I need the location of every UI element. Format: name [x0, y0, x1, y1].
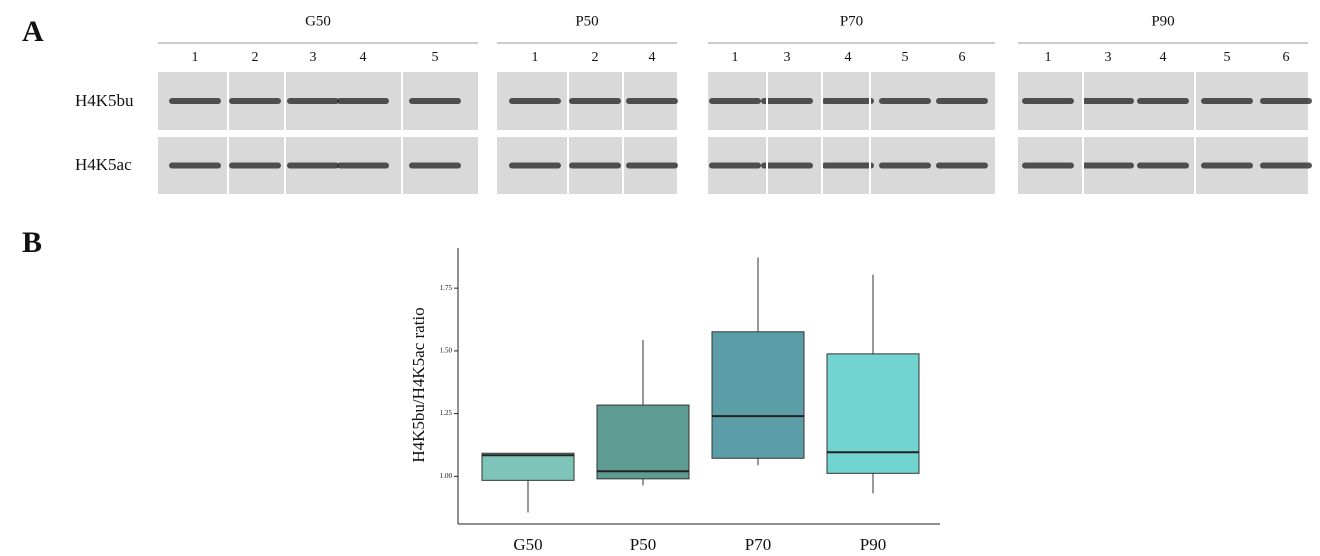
band [229, 98, 281, 104]
box [596, 404, 690, 480]
band [287, 98, 339, 104]
y-tick-label: 1.75 [440, 284, 453, 292]
band [1201, 98, 1253, 104]
band [1022, 98, 1074, 104]
band [229, 162, 281, 169]
band [509, 162, 561, 169]
y-axis-title: H4K5bu/H4K5ac ratio [409, 307, 428, 462]
lane-label: 5 [902, 50, 909, 65]
box [711, 331, 805, 459]
band [626, 98, 678, 104]
lane-label: 5 [432, 50, 439, 65]
box [826, 353, 920, 474]
lane-label: 6 [959, 50, 966, 65]
band [1260, 98, 1312, 104]
group-label: P70 [840, 13, 863, 29]
lane-label: 4 [845, 50, 852, 65]
lane-label: 4 [1160, 50, 1167, 65]
x-tick-label: P50 [630, 535, 656, 554]
lane-label: 1 [1045, 50, 1052, 65]
band [1260, 162, 1312, 169]
band [936, 162, 988, 169]
band [287, 162, 339, 169]
x-tick-label: P70 [745, 535, 771, 554]
band [879, 98, 931, 104]
band [337, 98, 389, 104]
lane-label: 1 [532, 50, 539, 65]
band [409, 162, 461, 169]
group-label: P50 [575, 13, 598, 29]
lane-label: 3 [784, 50, 791, 65]
lane-label: 5 [1224, 50, 1231, 65]
lane-label: 6 [1283, 50, 1290, 65]
y-tick-label: 1.00 [440, 472, 453, 480]
y-tick-label: 1.25 [440, 409, 453, 417]
y-tick-label: 1.50 [440, 346, 453, 354]
band [626, 162, 678, 169]
box [481, 452, 575, 481]
band [169, 162, 221, 169]
band [337, 162, 389, 169]
lane-label: 4 [360, 50, 367, 65]
group-label: G50 [305, 13, 331, 29]
band [409, 98, 461, 104]
lane-label: 1 [192, 50, 199, 65]
band [822, 98, 874, 104]
band [1201, 162, 1253, 169]
lane-label: 3 [1105, 50, 1112, 65]
band [509, 98, 561, 104]
band [1137, 98, 1189, 104]
group-label: P90 [1151, 13, 1174, 29]
band [761, 162, 813, 169]
band [879, 162, 931, 169]
band [1082, 98, 1134, 104]
panel-label: B [22, 226, 42, 259]
band [1022, 162, 1074, 169]
band [709, 98, 761, 104]
band [761, 98, 813, 104]
panel-label: A [22, 15, 44, 48]
band [569, 98, 621, 104]
lane-label: 3 [310, 50, 317, 65]
row-label: H4K5bu [75, 91, 134, 110]
lane-label: 2 [592, 50, 599, 65]
lane-label: 2 [252, 50, 259, 65]
lane-label: 4 [649, 50, 656, 65]
row-label: H4K5ac [75, 155, 132, 174]
band [1082, 162, 1134, 169]
lane-label: 1 [732, 50, 739, 65]
band [936, 98, 988, 104]
band [169, 98, 221, 104]
x-tick-label: P90 [860, 535, 886, 554]
band [709, 162, 761, 169]
band [569, 162, 621, 169]
band [822, 162, 874, 169]
x-tick-label: G50 [513, 535, 542, 554]
band [1137, 162, 1189, 169]
